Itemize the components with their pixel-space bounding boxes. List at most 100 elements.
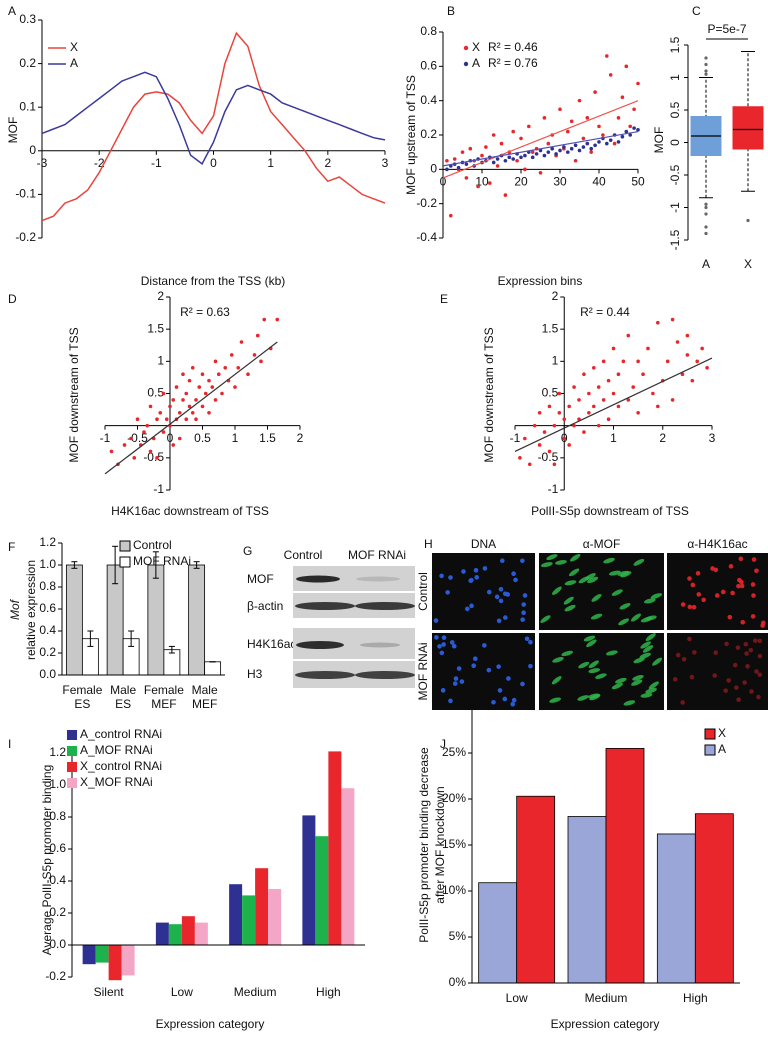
point	[499, 141, 504, 146]
x-tick-label: -2	[94, 156, 105, 170]
y-tick-label: 0.8	[420, 24, 437, 38]
cell	[632, 675, 644, 681]
point	[695, 359, 700, 364]
cell	[726, 678, 731, 683]
cell	[748, 647, 754, 653]
point	[155, 417, 159, 422]
x-tick-label: 2	[659, 431, 666, 445]
cell	[513, 577, 518, 583]
row-label: MOF RNAi	[416, 643, 430, 701]
point	[255, 333, 260, 338]
point	[534, 152, 539, 156]
cell	[739, 583, 745, 589]
x-tick-label: MEF	[192, 697, 217, 711]
column-label: Control	[284, 548, 323, 562]
panel-letter: J	[440, 737, 446, 751]
cell	[520, 558, 525, 564]
legend-label: A_MOF RNAi	[80, 743, 153, 757]
point	[145, 423, 150, 428]
legend-swatch	[67, 778, 77, 788]
bar	[194, 922, 208, 945]
point	[577, 98, 582, 103]
point	[511, 157, 515, 161]
bar	[95, 945, 109, 963]
cell	[441, 642, 446, 647]
y-tick-label: 25%	[442, 745, 466, 759]
cell	[640, 692, 653, 698]
point	[194, 417, 198, 422]
y-tick-label: 0.4	[39, 623, 56, 637]
legend-label: A	[472, 56, 480, 70]
point	[636, 411, 640, 415]
point	[476, 184, 480, 189]
cell	[528, 663, 533, 669]
point	[675, 340, 680, 344]
y-tick-label: -1	[548, 482, 559, 496]
point	[562, 436, 567, 441]
y-tick-label: 0	[668, 139, 682, 146]
legend-swatch	[67, 746, 77, 756]
x-tick-label: Male	[110, 683, 136, 697]
bar	[65, 564, 83, 676]
y-axis-label: Average PolII-S5p promoter binding	[40, 765, 54, 956]
point	[460, 150, 465, 154]
cell	[687, 604, 693, 610]
point	[538, 170, 543, 175]
x-tick-label: 3	[709, 431, 716, 445]
cell	[588, 668, 601, 674]
cell	[744, 651, 749, 656]
point	[527, 462, 532, 467]
point	[122, 443, 127, 447]
y-tick-label: -0.2	[15, 230, 36, 244]
y-axis-label: MOF	[6, 117, 20, 144]
cell	[687, 576, 692, 581]
panel-letter: G	[243, 544, 252, 558]
y-tick-label: 0.3	[19, 12, 36, 26]
cell	[464, 606, 470, 612]
cell	[540, 615, 551, 623]
cell	[546, 554, 558, 561]
x-tick-label: 1.5	[259, 431, 276, 445]
point	[562, 145, 566, 149]
point	[542, 116, 547, 120]
bar	[108, 945, 122, 981]
cell	[564, 604, 576, 612]
point	[656, 404, 660, 409]
point	[216, 372, 221, 377]
point	[582, 372, 586, 377]
cell	[757, 638, 763, 644]
y-tick-label: 0.8	[49, 809, 66, 823]
point	[252, 353, 257, 357]
point	[646, 346, 650, 351]
point	[665, 359, 670, 364]
line	[41, 71, 386, 166]
point	[519, 136, 523, 141]
point	[262, 317, 267, 322]
panel-letter: F	[8, 540, 15, 554]
point	[589, 150, 593, 154]
point	[148, 449, 153, 454]
cell	[563, 596, 574, 605]
cell	[630, 613, 641, 622]
point	[537, 411, 542, 415]
point	[132, 456, 137, 460]
legend-label: X	[70, 40, 78, 54]
cell	[448, 698, 453, 704]
y-tick-label: 0.6	[420, 59, 437, 73]
cell	[586, 639, 597, 648]
point	[690, 378, 695, 383]
y-axis-label: after MOF knockdown	[433, 786, 447, 903]
y-tick-label: 0.5	[147, 386, 164, 400]
x-tick-label: 20	[514, 175, 528, 189]
point	[608, 138, 613, 142]
legend-swatch	[67, 730, 77, 740]
point	[174, 385, 179, 389]
point	[246, 372, 250, 377]
cell	[441, 635, 447, 640]
fit-line	[442, 131, 639, 167]
cell	[640, 641, 651, 649]
micrograph	[667, 633, 768, 710]
point	[616, 404, 621, 409]
y-axis-label: MOF downstream of TSS	[482, 327, 496, 462]
